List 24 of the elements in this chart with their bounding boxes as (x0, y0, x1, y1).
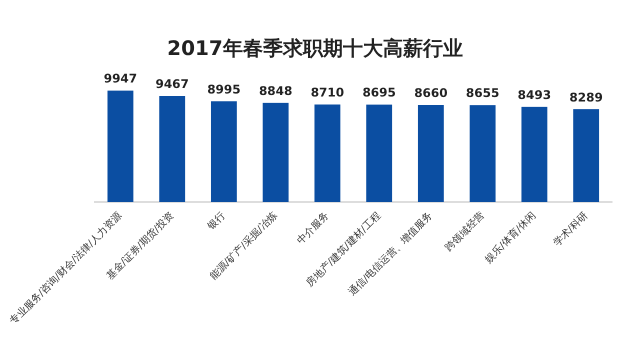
data-label: 8660 (414, 86, 448, 100)
data-label: 8710 (310, 86, 344, 100)
bar (210, 101, 237, 202)
data-label: 9467 (155, 77, 189, 92)
bar (107, 90, 134, 202)
data-label: 8848 (258, 84, 292, 98)
bar (314, 104, 340, 202)
data-label: 8655 (466, 86, 500, 100)
bar (521, 106, 548, 202)
bar (470, 105, 496, 202)
bar (418, 105, 444, 202)
data-label: 8995 (207, 82, 241, 96)
x-tick-label: 学术/科研 (550, 210, 590, 249)
x-tick-label: 中介服务 (294, 210, 332, 246)
x-tick-label: 银行 (205, 210, 228, 234)
bar (366, 104, 392, 202)
chart-title: 2017年春季求职期十大高薪行业 (167, 36, 463, 60)
data-label: 8289 (569, 90, 603, 104)
bar (159, 96, 186, 202)
bar (262, 102, 289, 202)
data-label: 9947 (104, 72, 138, 86)
data-label: 8493 (518, 88, 552, 102)
bar (573, 109, 600, 202)
data-label: 8695 (362, 86, 396, 100)
